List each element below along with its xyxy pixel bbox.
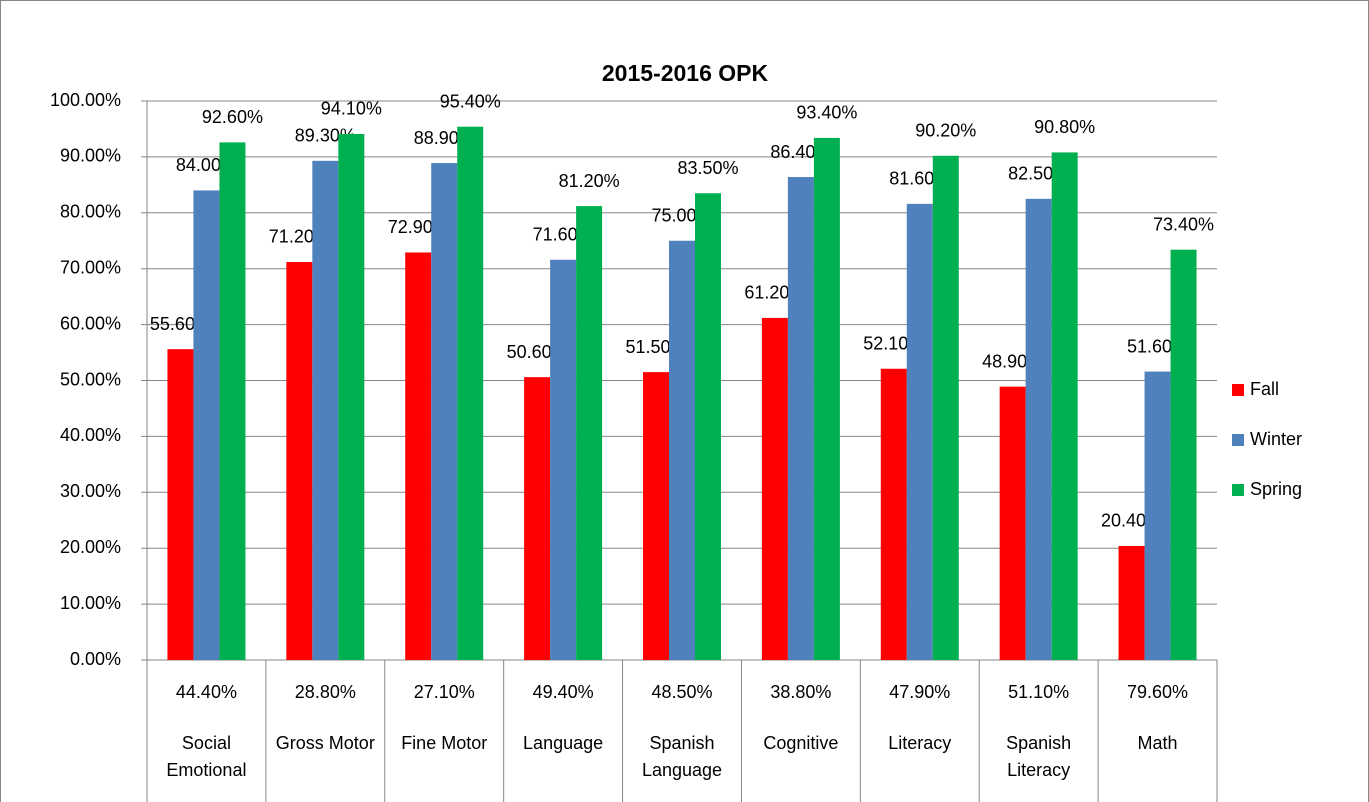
bar: [576, 206, 603, 661]
legend-label: Spring: [1250, 479, 1302, 499]
bar: [669, 240, 695, 660]
bar: [695, 193, 721, 661]
x-tick-label: Gross Motor: [275, 733, 375, 753]
data-label: 81.20%: [559, 171, 620, 191]
data-label: 83.50%: [677, 158, 738, 178]
bar: [1144, 371, 1171, 660]
bar: [1025, 198, 1052, 660]
legend-swatch: [1232, 434, 1244, 446]
data-label: 95.40%: [440, 91, 501, 111]
y-tick-label: 60.00%: [60, 313, 121, 333]
legend-swatch: [1232, 384, 1244, 396]
bar: [219, 142, 246, 661]
legend-label: Fall: [1250, 379, 1279, 399]
data-label: 94.10%: [321, 99, 382, 119]
table-cell: 49.40%: [533, 682, 594, 702]
bar: [312, 160, 339, 661]
y-tick-label: 0.00%: [70, 649, 121, 669]
y-tick-label: 20.00%: [60, 537, 121, 557]
y-tick-label: 30.00%: [60, 481, 121, 501]
bar: [286, 261, 313, 660]
y-tick-label: 10.00%: [60, 593, 121, 613]
bar: [431, 163, 458, 660]
y-tick-label: 80.00%: [60, 202, 121, 222]
table-cell: 27.10%: [414, 682, 475, 702]
data-label: 90.80%: [1034, 117, 1095, 137]
table-cell: 47.90%: [889, 682, 950, 702]
bar: [550, 259, 577, 660]
legend-label: Winter: [1250, 429, 1302, 449]
bar: [813, 137, 840, 661]
bar: [761, 317, 788, 660]
bar: [787, 177, 814, 661]
y-tick-label: 90.00%: [60, 146, 121, 166]
y-tick-label: 40.00%: [60, 425, 121, 445]
bar: [457, 126, 484, 661]
x-tick-label: Spanish Language: [641, 733, 723, 780]
bar: [1118, 545, 1145, 660]
table-cell: 44.40%: [176, 682, 237, 702]
table-cell: 79.60%: [1127, 682, 1188, 702]
bar: [999, 386, 1026, 660]
x-tick-label: Math: [1137, 733, 1178, 753]
bar: [906, 203, 933, 660]
bar: [932, 155, 959, 661]
bar: [338, 133, 365, 660]
bar: [880, 368, 907, 660]
x-tick-label: Cognitive: [763, 733, 839, 753]
x-tick-label: Fine Motor: [401, 733, 488, 753]
table-cell: 28.80%: [295, 682, 356, 702]
bar: [524, 377, 551, 660]
table-cell: 51.10%: [1008, 682, 1069, 702]
chart-title: 2015-2016 OPK: [602, 60, 769, 86]
data-label: 90.20%: [915, 121, 976, 141]
y-tick-label: 70.00%: [60, 257, 121, 277]
bar: [167, 349, 194, 660]
bar: [1170, 249, 1197, 660]
bar: [1051, 152, 1078, 661]
bar: [643, 372, 669, 660]
x-tick-label: Literacy: [888, 733, 952, 753]
data-label: 93.40%: [796, 103, 857, 123]
y-tick-label: 100.00%: [50, 90, 121, 110]
data-label: 73.40%: [1153, 214, 1214, 234]
bar: [405, 252, 432, 660]
y-tick-label: 50.00%: [60, 369, 121, 389]
data-label: 92.60%: [202, 107, 263, 127]
x-tick-label: Social Emotional: [166, 733, 247, 780]
table-cell: 48.50%: [651, 682, 712, 702]
legend-swatch: [1232, 484, 1244, 496]
bar: [193, 190, 220, 660]
x-tick-label: Language: [523, 733, 604, 753]
x-tick-label: Spanish Literacy: [1006, 733, 1072, 780]
table-cell: 38.80%: [770, 682, 831, 702]
